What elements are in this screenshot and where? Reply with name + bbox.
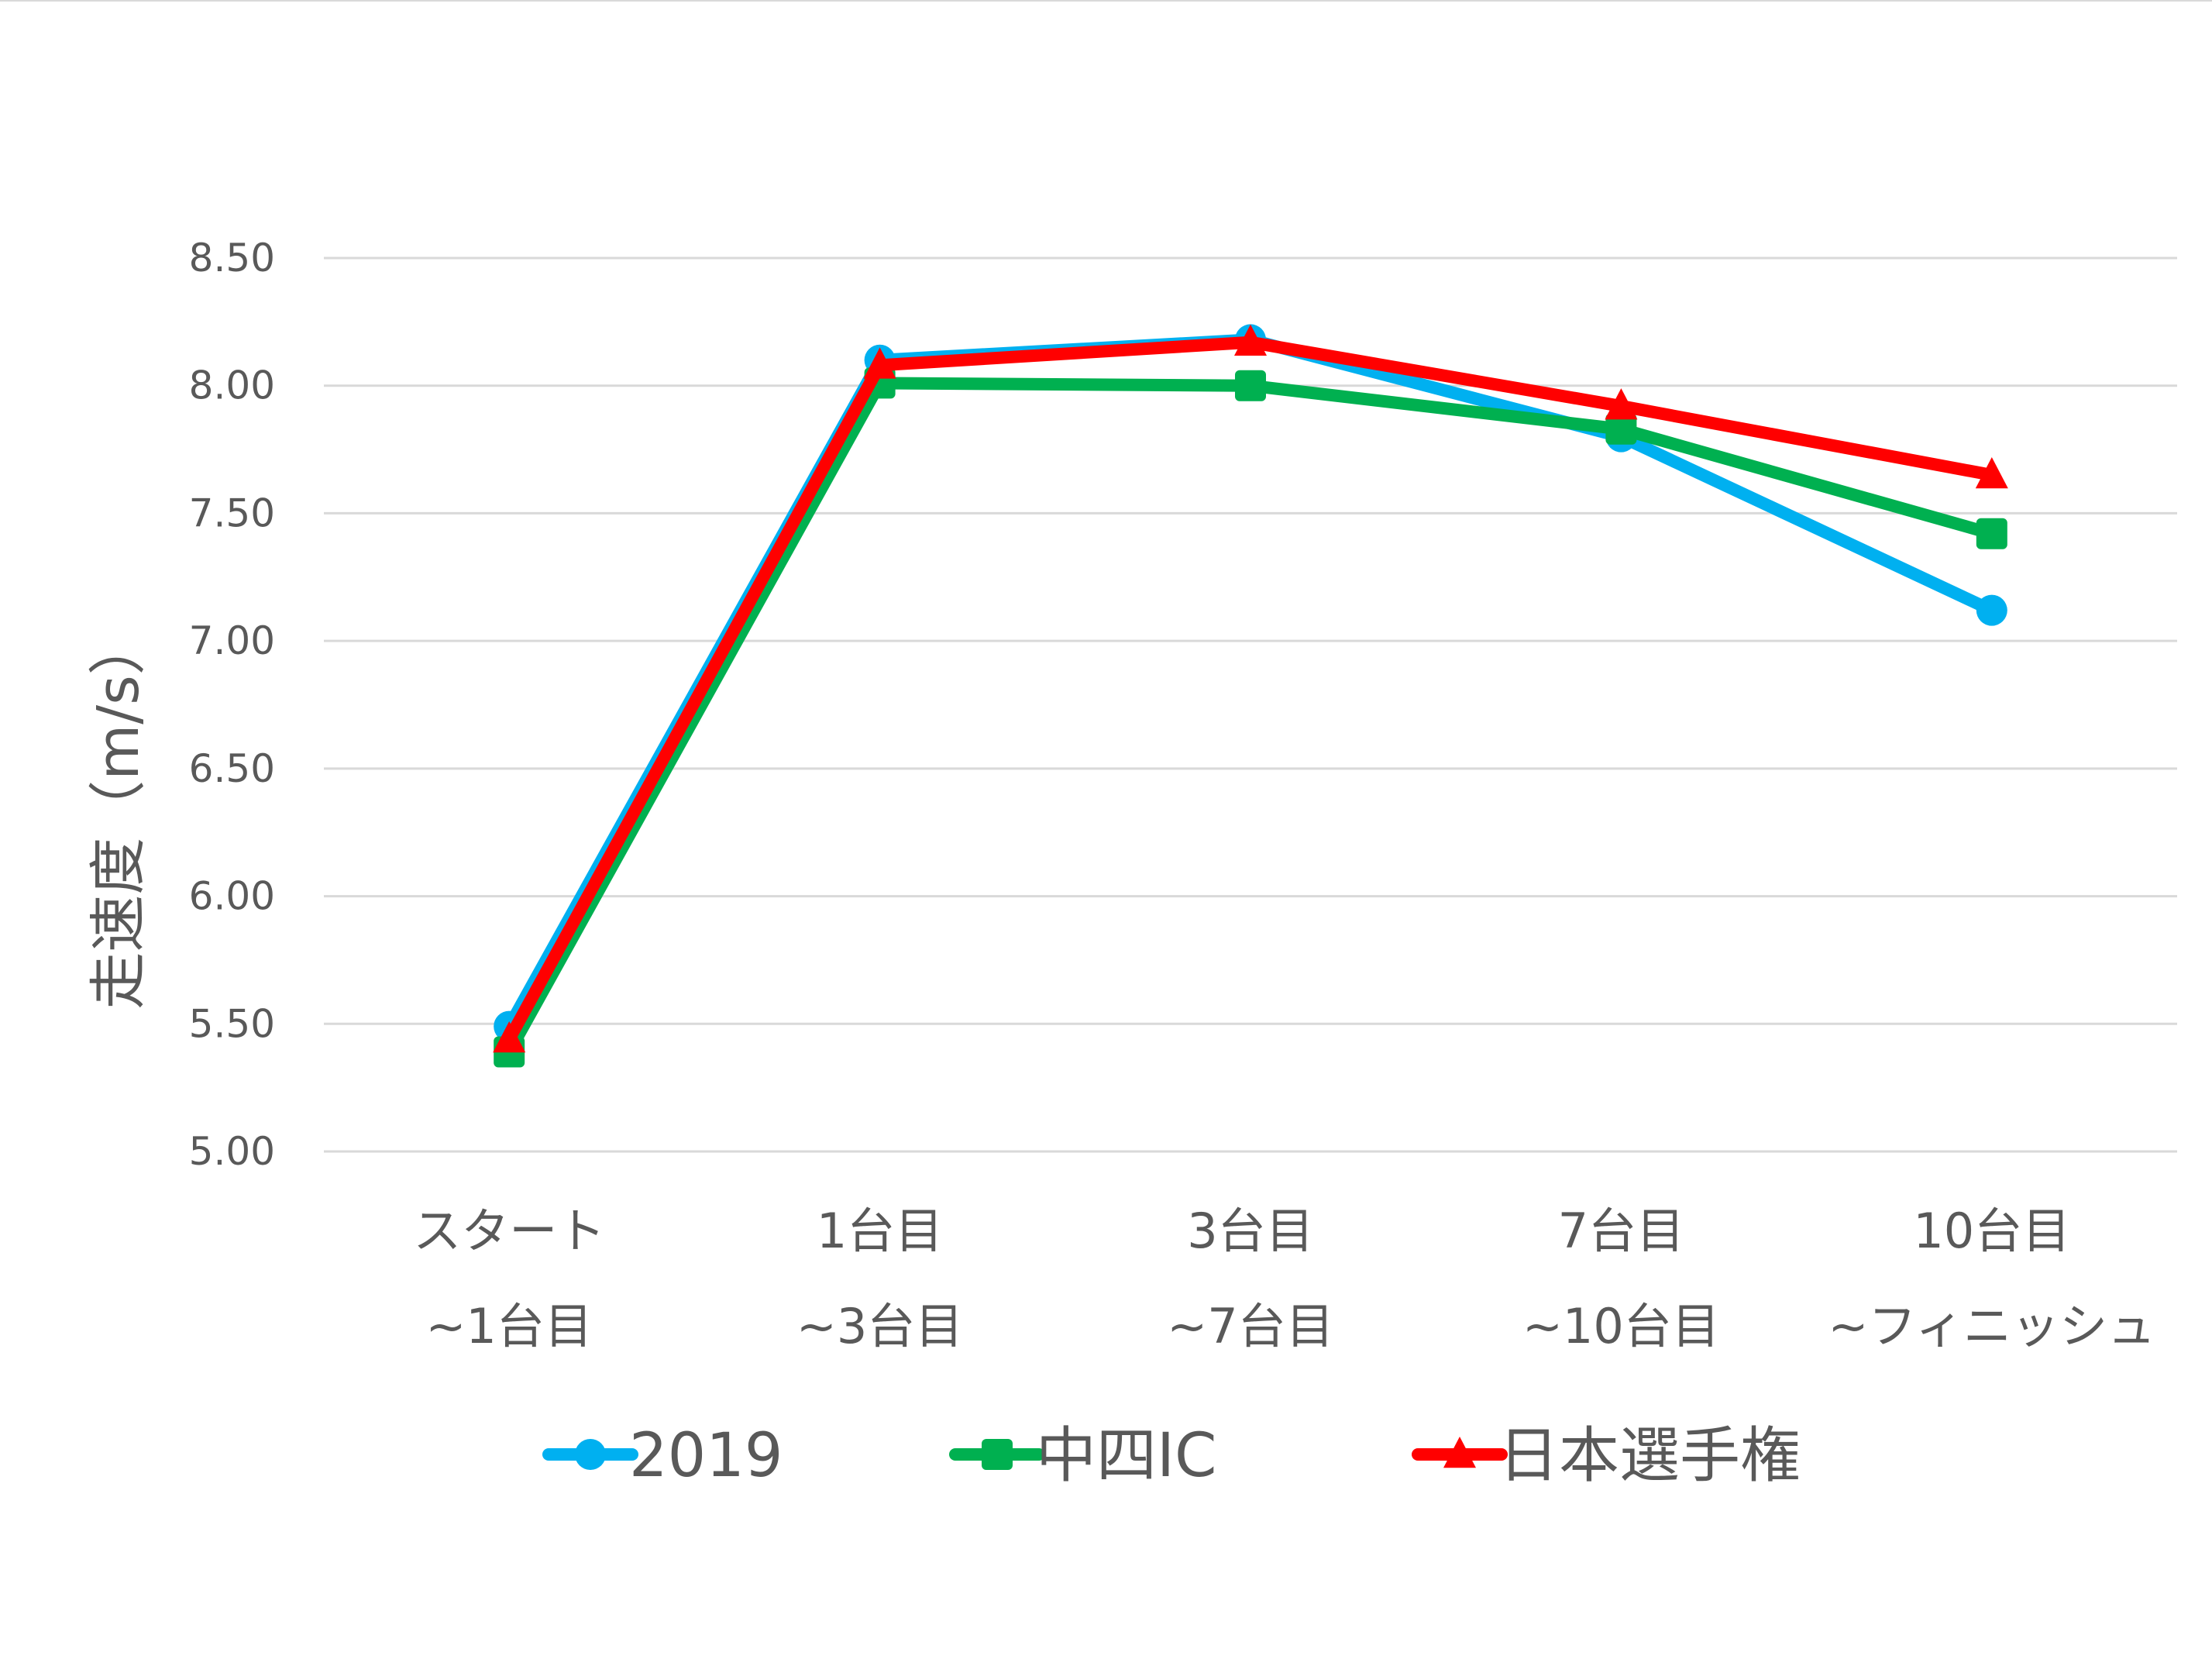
x-tick-label: 10台目 (1913, 1203, 2070, 1259)
x-tick-label: 1台目 (817, 1203, 943, 1259)
legend-marker (575, 1439, 606, 1470)
data-point (1976, 594, 2007, 626)
y-tick-label: 8.00 (189, 363, 275, 408)
x-axis-tick-labels: スタート ~1台目 1台目 ~3台目 3台目 ~7台目 7台目 ~10台目 10台目 ~フィニッシ… (413, 1203, 2155, 1354)
legend-item: 日本選手権 (1412, 1421, 1801, 1491)
series-line (503, 336, 1998, 1046)
x-tick-label: ~フィニッシュ (1828, 1298, 2155, 1354)
y-tick-label: 7.50 (189, 490, 275, 535)
data-point (863, 347, 896, 379)
series-line (503, 333, 1998, 1033)
legend-label: 中四IC (1036, 1421, 1216, 1491)
y-tick-label: 5.00 (189, 1129, 275, 1174)
legend-item: 中四IC (949, 1421, 1216, 1491)
x-tick-label: ~3台目 (796, 1298, 963, 1354)
legend-item: 2019 (542, 1421, 783, 1491)
x-tick-label: スタート (413, 1203, 605, 1259)
y-tick-label: 5.50 (189, 1001, 275, 1046)
data-point (493, 1021, 526, 1053)
legend-label: 2019 (629, 1421, 783, 1491)
y-tick-label: 7.00 (189, 618, 275, 663)
x-tick-label: ~7台目 (1167, 1298, 1333, 1354)
data-point (1605, 388, 1638, 420)
series-lines (493, 324, 2008, 1068)
data-point (1976, 518, 2007, 549)
gridlines (324, 256, 2177, 1153)
data-point (1975, 457, 2008, 489)
series-line (503, 377, 1998, 1058)
data-point (1234, 324, 1267, 356)
legend-marker (1443, 1437, 1476, 1468)
y-tick-label: 6.50 (189, 746, 275, 791)
data-point (1605, 413, 1637, 445)
legend: 2019 中四IC 日本選手権 (542, 1421, 1801, 1491)
y-axis-tick-labels: 8.50 8.00 7.50 7.00 6.50 6.00 5.50 5.00 (189, 236, 275, 1174)
legend-label: 日本選手権 (1498, 1421, 1801, 1491)
x-tick-label: ~10台目 (1522, 1298, 1720, 1354)
series-2 (494, 367, 2007, 1068)
data-point (1235, 370, 1266, 401)
y-tick-label: 6.00 (189, 874, 275, 919)
x-tick-label: ~1台目 (425, 1298, 592, 1354)
x-tick-label: 7台目 (1558, 1203, 1684, 1259)
x-tick-label: 3台目 (1187, 1203, 1313, 1259)
chart-frame-top (0, 0, 2212, 2)
y-axis-label: 走速度（m/s） (85, 618, 152, 1010)
series-3 (493, 324, 2008, 1053)
legend-marker (982, 1439, 1013, 1470)
y-tick-label: 8.50 (189, 236, 275, 281)
